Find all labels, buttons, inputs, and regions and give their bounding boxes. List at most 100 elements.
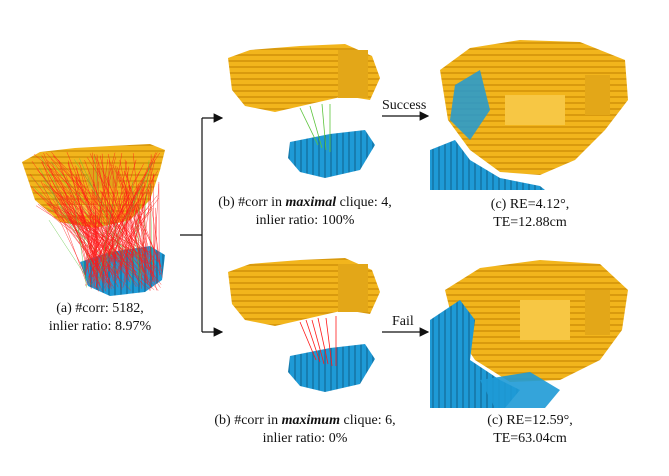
- outlier-correspondence: [100, 214, 105, 271]
- panel-a-caption-line1: (a) #corr: 5182,: [56, 301, 144, 316]
- outlier-correspondence: [87, 203, 134, 278]
- outlier-correspondence: [90, 193, 123, 264]
- panel-b-top-point-clouds: [228, 44, 380, 178]
- panel-a-caption-line2: inlier ratio: 8.97%: [48, 319, 152, 334]
- outlier-correspondence: [149, 154, 152, 291]
- outlier-correspondence: [59, 167, 119, 288]
- panel-c-top-caption-line2: TE=12.88cm: [493, 215, 567, 230]
- outlier-correspondence: [112, 165, 161, 262]
- panel-b-bottom-caption-line1: (b) #corr in maximum clique: 6,: [200, 412, 410, 430]
- outlier-correspondence: [62, 185, 91, 258]
- inlier-correspondence: [107, 162, 153, 261]
- outlier-correspondence: [140, 214, 149, 283]
- merged-cloud-c-top-blue: [430, 140, 545, 190]
- outlier-correspondence: [155, 207, 158, 262]
- outlier-correspondence: [148, 190, 163, 278]
- outlier-correspondence: [48, 168, 126, 263]
- outlier-correspondence: [116, 205, 152, 274]
- outlier-correspondence: [117, 171, 149, 285]
- panel-b-bottom-caption-emphasis: maximum: [281, 413, 340, 428]
- outlier-correspondence: [108, 159, 137, 255]
- outlier-correspondence: [79, 207, 99, 284]
- outlier-correspondence: [119, 160, 143, 272]
- inlier-correspondence: [39, 167, 98, 273]
- panel-a-caption: (a) #corr: 5182, inlier ratio: 8.97%: [20, 300, 180, 336]
- outlier-correspondence: [48, 204, 113, 253]
- outlier-correspondence: [67, 218, 145, 257]
- outlier-correspondence: [124, 185, 130, 256]
- outlier-correspondence: [147, 189, 152, 263]
- panel-b-top-caption-line2: inlier ratio: 100%: [255, 213, 355, 228]
- outlier-correspondence: [40, 194, 151, 291]
- outlier-correspondence: [30, 185, 114, 276]
- panel-b-top-caption-emphasis: maximal: [285, 195, 337, 210]
- correspondences-b-top: [299, 103, 331, 152]
- outlier-correspondence: [62, 197, 103, 292]
- panel-b-bottom-caption-prefix: (b) #corr in: [214, 413, 282, 428]
- panel-b-bottom-point-clouds: [228, 258, 380, 392]
- outlier-correspondence: [92, 152, 99, 286]
- panel-b-bottom-caption-suffix: clique: 6,: [340, 413, 396, 428]
- outlier-correspondence: [93, 180, 122, 290]
- panel-c-top-caption: (c) RE=4.12°, TE=12.88cm: [460, 196, 600, 232]
- panel-c-top-registration: [430, 40, 630, 190]
- success-label: Success: [382, 98, 427, 113]
- outlier-correspondence: [124, 171, 158, 278]
- fail-label: Fail: [392, 314, 414, 329]
- outlier-correspondence: [106, 176, 135, 256]
- outlier-correspondence: [41, 173, 119, 279]
- outlier-correspondence: [114, 209, 144, 284]
- panel-b-top-caption-suffix: clique: 4,: [336, 195, 392, 210]
- outlier-correspondence: [66, 151, 121, 282]
- outlier-correspondence: [58, 160, 107, 292]
- outlier-correspondence: [104, 195, 158, 262]
- outlier-correspondence: [84, 195, 106, 270]
- outlier-correspondence: [46, 202, 152, 254]
- target-cloud-b-bottom: [288, 344, 375, 392]
- outlier-correspondence: [116, 166, 162, 267]
- outlier-correspondence: [139, 175, 154, 275]
- branch-arrows: [180, 113, 224, 337]
- panel-c-bottom-caption-line1: (c) RE=12.59°,: [487, 413, 573, 428]
- panel-c-bottom-caption-line2: TE=63.04cm: [493, 431, 567, 446]
- outlier-correspondence: [86, 171, 140, 266]
- outlier-correspondence: [92, 216, 117, 261]
- outlier-correspondence: [87, 157, 162, 275]
- panel-b-top-caption: (b) #corr in maximal clique: 4, inlier r…: [200, 194, 410, 230]
- outlier-correspondence: [89, 159, 109, 285]
- outlier-correspondence: [86, 181, 144, 286]
- panel-b-top-caption-line1: (b) #corr in maximal clique: 4,: [200, 194, 410, 212]
- outlier-correspondence: [101, 203, 127, 258]
- outlier-correspondence: [45, 165, 110, 255]
- outlier-correspondence: [56, 205, 137, 273]
- outlier-correspondence: [42, 206, 158, 269]
- panel-b-bottom-caption-line2: inlier ratio: 0%: [262, 431, 348, 446]
- panel-c-bottom-caption: (c) RE=12.59°, TE=63.04cm: [455, 412, 605, 448]
- panel-c-bottom-registration: [430, 258, 630, 408]
- outlier-correspondence: [95, 193, 130, 263]
- outlier-correspondence: [106, 205, 141, 286]
- outlier-correspondence: [46, 164, 147, 290]
- outlier-correspondence: [89, 153, 152, 289]
- inlier-correspondence: [48, 219, 92, 286]
- panel-b-top-caption-prefix: (b) #corr in: [218, 195, 286, 210]
- outlier-correspondence: [67, 195, 128, 272]
- outlier-correspondence: [51, 162, 99, 264]
- outlier-correspondence: [91, 216, 132, 285]
- target-cloud-b-top: [288, 130, 375, 178]
- outlier-correspondence: [109, 204, 137, 275]
- outlier-correspondence: [124, 159, 146, 284]
- outlier-correspondence: [70, 195, 91, 278]
- outlier-correspondence: [85, 221, 97, 271]
- outlier-correspondence: [132, 153, 146, 269]
- outlier-correspondence: [130, 219, 134, 272]
- outlier-correspondence: [85, 157, 116, 276]
- outlier-correspondence: [100, 190, 159, 282]
- panel-c-top-caption-line1: (c) RE=4.12°,: [490, 197, 570, 212]
- correspondences-a: [30, 151, 163, 292]
- outlier-correspondence: [53, 155, 154, 258]
- outlier-correspondence: [79, 207, 107, 289]
- correspondences-b-bottom: [299, 316, 337, 367]
- outlier-correspondence: [124, 188, 142, 261]
